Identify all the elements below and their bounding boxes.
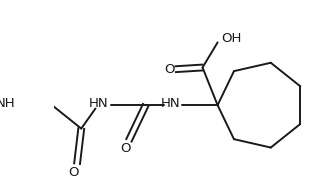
Text: HN: HN [161,97,181,110]
Text: NH: NH [0,97,15,110]
Text: O: O [164,63,174,76]
Text: O: O [69,165,79,179]
Text: OH: OH [221,32,241,45]
Text: O: O [120,142,131,155]
Text: HN: HN [89,97,109,110]
